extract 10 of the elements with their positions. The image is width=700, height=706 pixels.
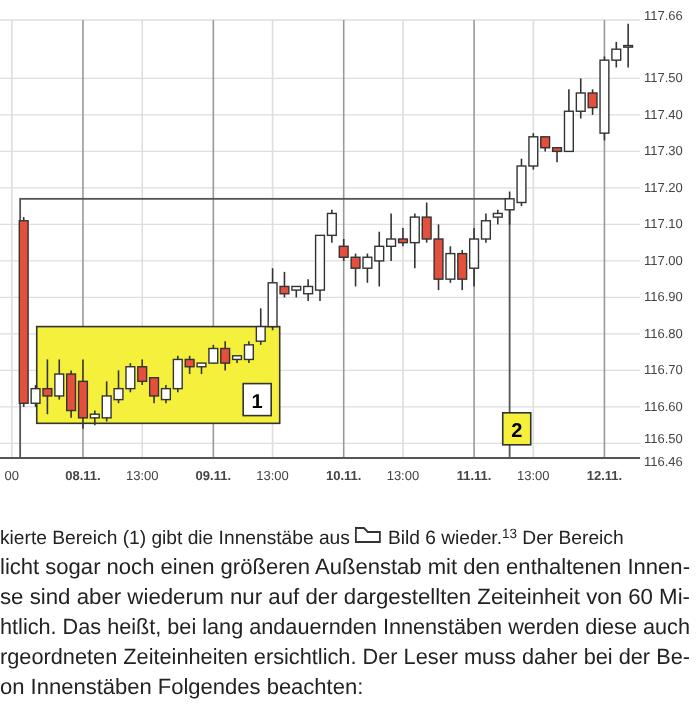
text: on Innenstäben Folgendes beachten: [0,676,364,700]
text: rgeordneten Zeiteinheiten ersichtlich. Der Leser muss daher bei der Be- [0,646,699,670]
text: htlich. Das heißt, bei lang andauernden Innenstäben werden diese auch [0,616,700,640]
text: se sind aber wiederum nur auf der dargestellten Zeiteinheit von 60 Mi- [0,586,691,610]
text: licht sogar noch einen größeren Außenstab mit den enthaltenen Innen- [0,556,691,580]
annotation: 2 [511,420,524,443]
candlestick [623,22,634,69]
text: Bild 6 wieder.$^{13}$ Der Bereich [387,527,624,550]
text: kierte Bereich (1) gibt die Innenstäbe aus [0,528,351,550]
annotation: 1 [251,391,264,414]
